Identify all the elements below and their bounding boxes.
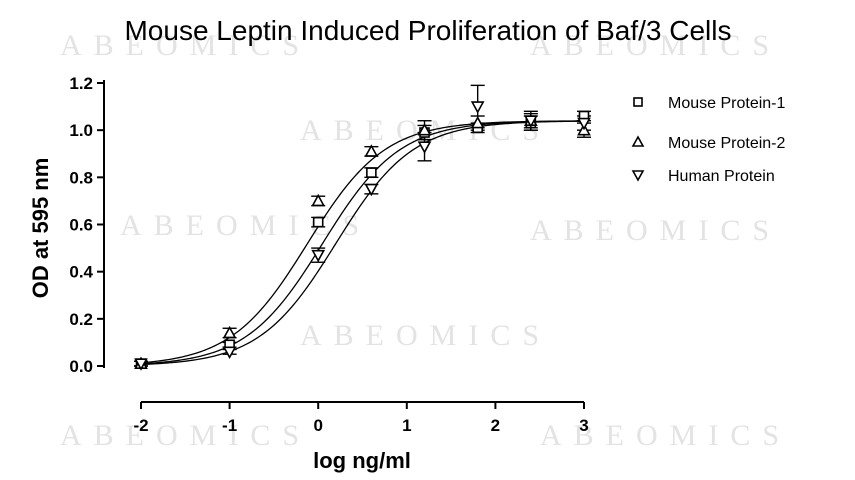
fit-curve-line <box>140 120 585 366</box>
data-point-triangle-down <box>577 117 591 131</box>
fit-curves <box>140 120 585 366</box>
watermark-text: ABEOMICS <box>300 319 551 352</box>
data-point-triangle-up <box>311 193 326 207</box>
data-point-triangle-up <box>222 325 237 339</box>
data-markers <box>134 101 591 371</box>
y-axis-label: OD at 595 nm <box>28 158 53 299</box>
x-tick-label: 3 <box>579 416 588 435</box>
watermark-text: ABEOMICS <box>530 214 781 247</box>
data-point-square <box>366 167 377 178</box>
y-tick-label: 0.8 <box>69 168 93 187</box>
data-point-triangle-down <box>311 249 326 263</box>
x-tick-label: 0 <box>313 416 322 435</box>
legend-label: Mouse Protein-2 <box>668 135 785 152</box>
data-point-triangle-down <box>523 115 538 128</box>
x-tick-label: 1 <box>402 416 411 435</box>
data-point-triangle-down <box>417 141 432 154</box>
data-point-triangle-up <box>417 123 432 136</box>
x-tick-label: -1 <box>222 416 237 435</box>
watermark-text: ABEOMICS <box>540 419 791 452</box>
legend-marker-triangle-up <box>631 135 645 147</box>
watermark-text: ABEOMICS <box>60 29 311 62</box>
y-tick-label: 0.4 <box>69 263 93 282</box>
data-point-triangle-down <box>134 358 148 371</box>
legend-label: Human Protein <box>668 168 775 185</box>
y-tick-label: 1.2 <box>69 74 93 93</box>
data-point-triangle-down <box>470 101 485 114</box>
data-point-triangle-down <box>222 346 237 360</box>
y-tick-label: 0.2 <box>69 310 93 329</box>
x-axis-label: log ng/ml <box>313 448 411 473</box>
legend: Mouse Protein-1 Mouse Protein-2 Human Prot… <box>631 95 785 185</box>
legend-marker-triangle-down <box>631 170 645 182</box>
fit-curve-line <box>140 120 585 364</box>
watermark-layer: ABEOMICS ABEOMICS ABEOMICS ABEOMICS ABEOMICS… <box>60 29 791 452</box>
data-point-triangle-up <box>364 144 379 157</box>
legend-label: Mouse Protein-1 <box>668 95 785 112</box>
x-tick-label: -2 <box>133 416 148 435</box>
watermark-text: ABEOMICS <box>530 29 781 62</box>
y-tick-label: 0.0 <box>69 357 93 376</box>
axes: 0.0 0.2 0.4 0.6 0.8 1.0 1.2 -2 -1 0 1 2 3 <box>69 74 588 435</box>
chart-title: Mouse Leptin Induced Proliferation of Ba… <box>124 15 731 46</box>
y-tick-label: 1.0 <box>69 121 93 140</box>
data-point-triangle-up <box>470 115 485 129</box>
data-point-triangle-down <box>364 183 379 197</box>
watermark-text: ABEOMICS <box>60 419 311 452</box>
x-tick-label: 2 <box>491 416 500 435</box>
legend-marker-square <box>633 97 643 107</box>
data-point-square <box>312 216 324 228</box>
y-tick-label: 0.6 <box>69 216 93 235</box>
